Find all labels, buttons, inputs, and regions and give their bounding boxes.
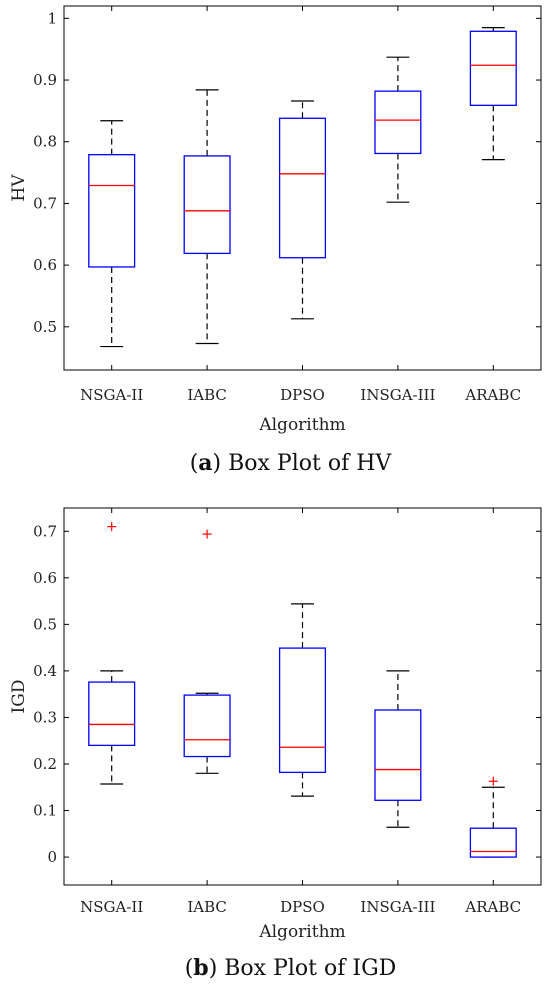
panel-a-y-tick-label: 0.5 <box>33 318 57 336</box>
panel-b-y-tick-label: 0.1 <box>33 802 57 820</box>
panel-a-x-tick-label: NSGA-II <box>80 386 143 404</box>
panel-a-x-tick-label: DPSO <box>280 386 325 404</box>
panel-b-box-nsga-ii <box>88 681 136 747</box>
panel-a-x-tick-label: INSGA-III <box>360 386 435 404</box>
panel-a-plot-area <box>63 5 542 371</box>
panel-a-y-axis-label: HV <box>9 174 29 202</box>
panel-b-plot-area <box>63 507 542 886</box>
panel-a-y-tick-label: 1 <box>47 9 57 27</box>
panel-a-y-tick-label: 0.6 <box>33 256 57 274</box>
panel-a-x-tick-label: IABC <box>187 386 227 404</box>
panel-b-x-tick-label: ARABC <box>464 898 521 916</box>
panel-b-y-axis-label: IGD <box>9 680 29 714</box>
panel-b-box-arabc <box>469 827 517 858</box>
panel-b-x-axis-label: Algorithm <box>258 922 345 942</box>
panel-b-x-tick-label: IABC <box>187 898 227 916</box>
panel-a-x-tick-label: ARABC <box>464 386 521 404</box>
panel-b-y-tick-label: 0.3 <box>33 708 57 726</box>
panel-a-y-tick-label: 0.8 <box>33 133 57 151</box>
panel-b-box-dpso <box>278 647 327 774</box>
panel-b-y-tick-label: 0.6 <box>33 569 57 587</box>
panel-a-y-tick-label: 0.9 <box>33 71 57 89</box>
panel-b-y-tick-label: 0.7 <box>33 522 57 540</box>
panel-b-x-tick-label: NSGA-II <box>80 898 143 916</box>
panel-b-box-insga-iii <box>374 709 422 801</box>
panel-a-y-tick-label: 0.7 <box>33 194 57 212</box>
panel-b-x-tick-label: INSGA-III <box>360 898 435 916</box>
panel-b-box-iabc <box>183 694 231 758</box>
panel-b-caption: (b) Box Plot of IGD <box>185 955 397 981</box>
panel-b-x-tick-label: DPSO <box>280 898 325 916</box>
panel-a-box-nsga-ii <box>88 154 136 268</box>
panel-a-box-arabc <box>469 30 517 106</box>
panel-a-box-iabc <box>183 155 231 255</box>
panel-a-box-insga-iii <box>374 90 422 155</box>
panel-b-y-tick-label: 0.4 <box>33 662 57 680</box>
panel-a-box-dpso <box>278 117 327 259</box>
panel-b-y-tick-label: 0.5 <box>33 615 57 633</box>
panel-a-x-axis-label: Algorithm <box>258 415 345 435</box>
panel-b-y-tick-label: 0.2 <box>33 755 57 773</box>
panel-b-y-tick-label: 0 <box>47 848 57 866</box>
panel-a-caption: (a) Box Plot of HV <box>190 450 393 476</box>
